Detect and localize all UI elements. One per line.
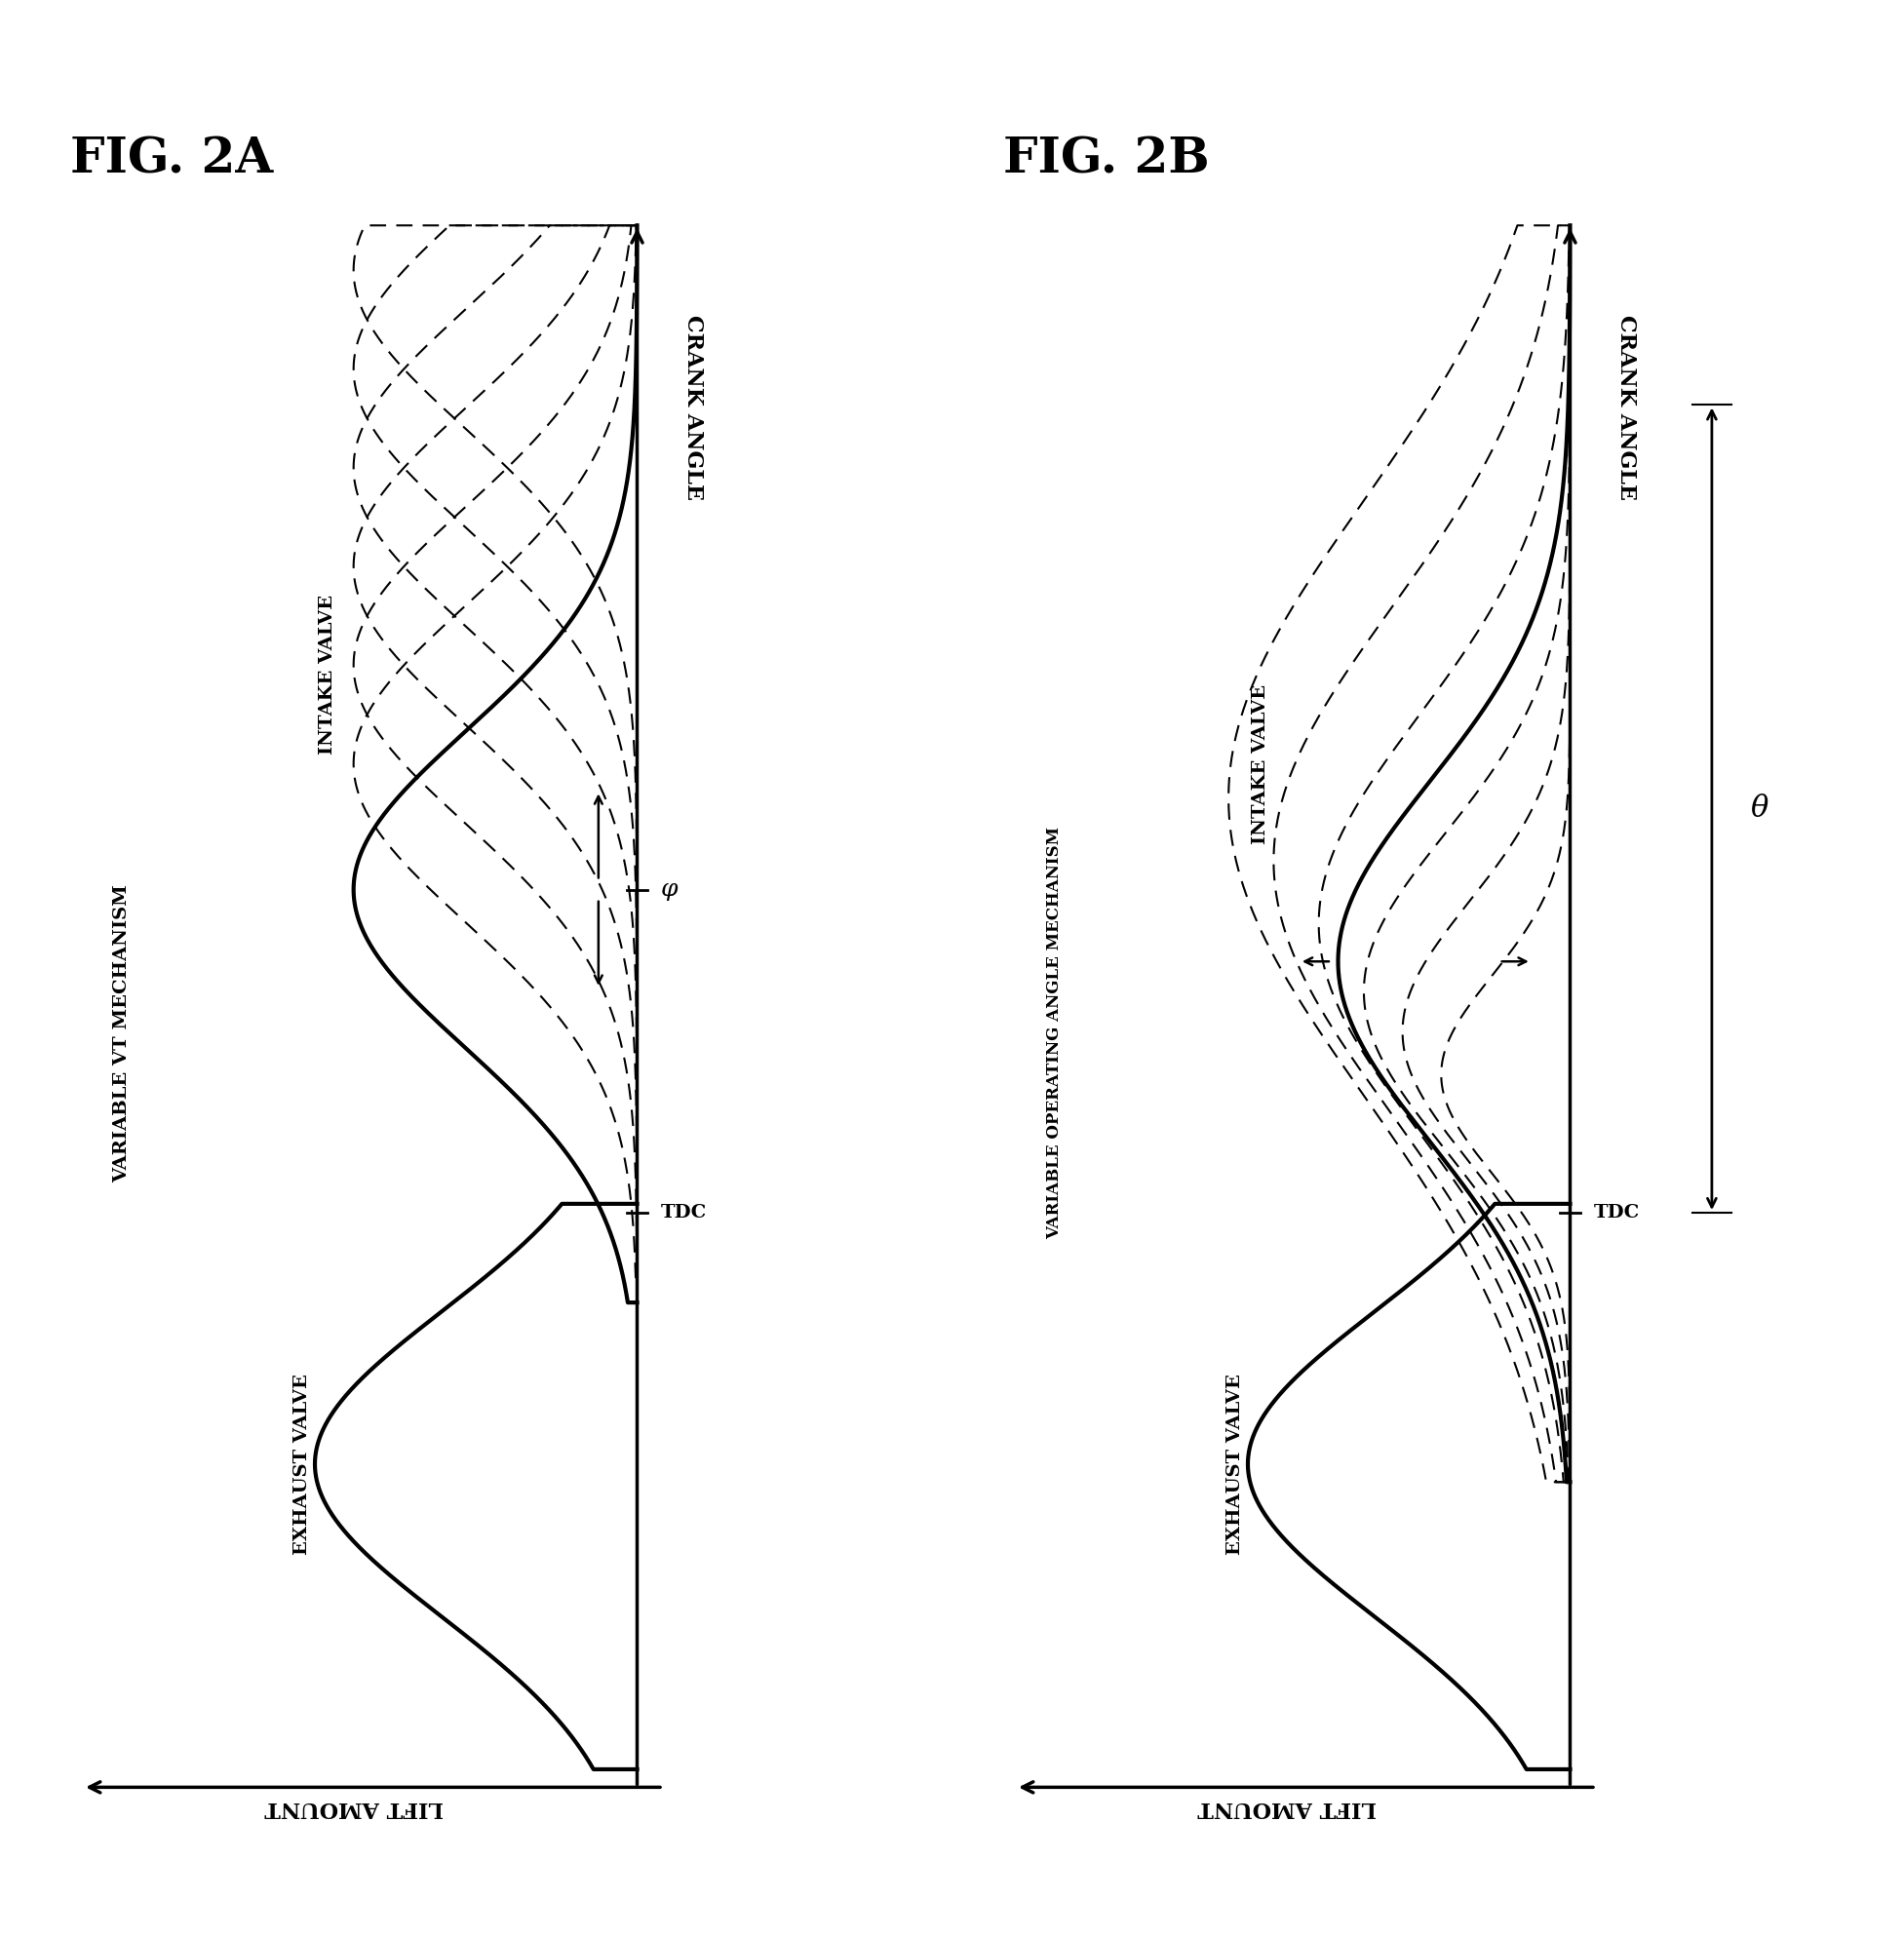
Text: TDC: TDC: [661, 1203, 706, 1221]
Text: VARIABLE OPERATING ANGLE MECHANISM: VARIABLE OPERATING ANGLE MECHANISM: [1045, 828, 1062, 1240]
Text: CRANK ANGLE: CRANK ANGLE: [682, 316, 704, 500]
Text: LIFT AMOUNT: LIFT AMOUNT: [265, 1797, 444, 1818]
Text: θ: θ: [1750, 795, 1769, 824]
Text: FIG. 2B: FIG. 2B: [1003, 136, 1209, 184]
Text: CRANK ANGLE: CRANK ANGLE: [1615, 316, 1637, 500]
Text: EXHAUST VALVE: EXHAUST VALVE: [293, 1374, 310, 1554]
Text: VARIABLE VT MECHANISM: VARIABLE VT MECHANISM: [112, 884, 129, 1182]
Text: FIG. 2A: FIG. 2A: [70, 136, 272, 184]
Text: TDC: TDC: [1594, 1203, 1639, 1221]
Text: LIFT AMOUNT: LIFT AMOUNT: [1198, 1797, 1377, 1818]
Text: φ: φ: [661, 878, 678, 901]
Text: INTAKE VALVE: INTAKE VALVE: [1253, 684, 1270, 843]
Text: EXHAUST VALVE: EXHAUST VALVE: [1226, 1374, 1243, 1554]
Text: INTAKE VALVE: INTAKE VALVE: [320, 595, 337, 754]
